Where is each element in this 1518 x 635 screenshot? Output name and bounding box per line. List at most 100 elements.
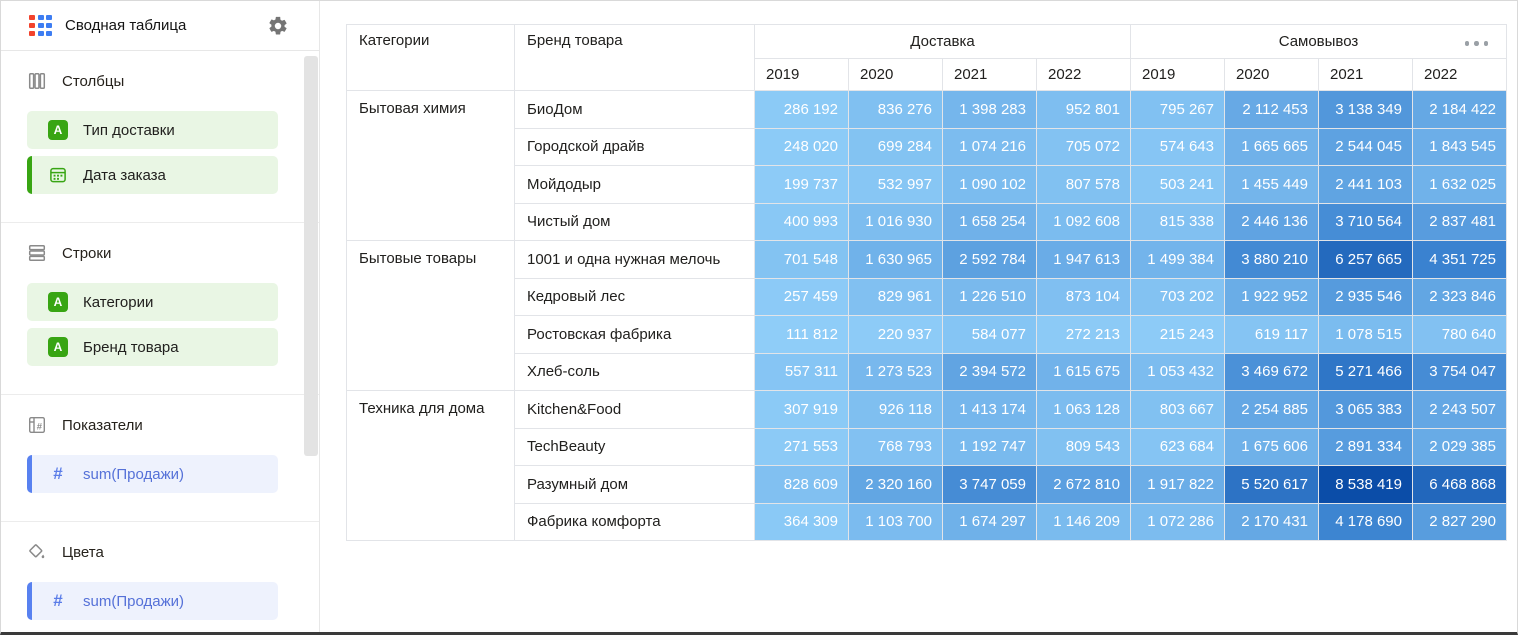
value-cell[interactable]: 1 632 025 <box>1412 165 1507 204</box>
value-cell[interactable]: 3 138 349 <box>1318 90 1413 129</box>
value-cell[interactable]: 2 446 136 <box>1224 202 1319 241</box>
value-cell[interactable]: 532 997 <box>848 165 943 204</box>
value-cell[interactable]: 2 170 431 <box>1224 502 1319 541</box>
value-cell[interactable]: 1 103 700 <box>848 502 943 541</box>
value-cell[interactable]: 272 213 <box>1036 315 1131 354</box>
more-menu-button[interactable] <box>1462 38 1492 49</box>
value-cell[interactable]: 768 793 <box>848 427 943 466</box>
brand-cell[interactable]: Фабрика комфорта <box>514 502 755 541</box>
value-cell[interactable]: 199 737 <box>754 165 849 204</box>
value-cell[interactable]: 4 178 690 <box>1318 502 1413 541</box>
value-cell[interactable]: 3 880 210 <box>1224 240 1319 279</box>
value-cell[interactable]: 1 016 930 <box>848 202 943 241</box>
value-cell[interactable]: 1 063 128 <box>1036 390 1131 429</box>
year-header[interactable]: 2021 <box>942 58 1037 91</box>
field-pill[interactable]: A Бренд товара <box>27 328 278 366</box>
value-cell[interactable]: 2 827 290 <box>1412 502 1507 541</box>
value-cell[interactable]: 2 441 103 <box>1318 165 1413 204</box>
sidebar-scrollbar[interactable] <box>304 56 318 456</box>
value-cell[interactable]: 619 117 <box>1224 315 1319 354</box>
value-cell[interactable]: 1 947 613 <box>1036 240 1131 279</box>
year-header[interactable]: 2021 <box>1318 58 1413 91</box>
value-cell[interactable]: 220 937 <box>848 315 943 354</box>
value-cell[interactable]: 3 754 047 <box>1412 352 1507 391</box>
value-cell[interactable]: 2 029 385 <box>1412 427 1507 466</box>
value-cell[interactable]: 3 469 672 <box>1224 352 1319 391</box>
value-cell[interactable]: 1 090 102 <box>942 165 1037 204</box>
value-cell[interactable]: 1 917 822 <box>1130 465 1225 504</box>
value-cell[interactable]: 5 520 617 <box>1224 465 1319 504</box>
value-cell[interactable]: 803 667 <box>1130 390 1225 429</box>
value-cell[interactable]: 1 398 283 <box>942 90 1037 129</box>
value-cell[interactable]: 1 675 606 <box>1224 427 1319 466</box>
value-cell[interactable]: 829 961 <box>848 277 943 316</box>
value-cell[interactable]: 701 548 <box>754 240 849 279</box>
brand-cell[interactable]: Ростовская фабрика <box>514 315 755 354</box>
value-cell[interactable]: 5 271 466 <box>1318 352 1413 391</box>
year-header[interactable]: 2019 <box>754 58 849 91</box>
value-cell[interactable]: 1 665 665 <box>1224 127 1319 166</box>
category-cell[interactable]: Бытовая химия <box>346 90 515 241</box>
value-cell[interactable]: 1 226 510 <box>942 277 1037 316</box>
value-cell[interactable]: 705 072 <box>1036 127 1131 166</box>
value-cell[interactable]: 3 710 564 <box>1318 202 1413 241</box>
value-cell[interactable]: 584 077 <box>942 315 1037 354</box>
value-cell[interactable]: 2 323 846 <box>1412 277 1507 316</box>
brand-cell[interactable]: Разумный дом <box>514 465 755 504</box>
value-cell[interactable]: 1 455 449 <box>1224 165 1319 204</box>
brand-cell[interactable]: Kitchen&Food <box>514 390 755 429</box>
column-header-category[interactable]: Категории <box>346 24 515 91</box>
value-cell[interactable]: 1 922 952 <box>1224 277 1319 316</box>
value-cell[interactable]: 257 459 <box>754 277 849 316</box>
brand-cell[interactable]: Кедровый лес <box>514 277 755 316</box>
value-cell[interactable]: 2 320 160 <box>848 465 943 504</box>
brand-cell[interactable]: Городской драйв <box>514 127 755 166</box>
brand-cell[interactable]: Хлеб-соль <box>514 352 755 391</box>
value-cell[interactable]: 828 609 <box>754 465 849 504</box>
value-cell[interactable]: 699 284 <box>848 127 943 166</box>
value-cell[interactable]: 2 592 784 <box>942 240 1037 279</box>
value-cell[interactable]: 557 311 <box>754 352 849 391</box>
field-pill[interactable]: A Категории <box>27 283 278 321</box>
value-cell[interactable]: 1 273 523 <box>848 352 943 391</box>
value-cell[interactable]: 271 553 <box>754 427 849 466</box>
value-cell[interactable]: 2 394 572 <box>942 352 1037 391</box>
year-header[interactable]: 2022 <box>1412 58 1507 91</box>
brand-cell[interactable]: БиоДом <box>514 90 755 129</box>
brand-cell[interactable]: TechBeauty <box>514 427 755 466</box>
year-header[interactable]: 2020 <box>848 58 943 91</box>
value-cell[interactable]: 2 544 045 <box>1318 127 1413 166</box>
value-cell[interactable]: 6 257 665 <box>1318 240 1413 279</box>
value-cell[interactable]: 926 118 <box>848 390 943 429</box>
value-cell[interactable]: 2 837 481 <box>1412 202 1507 241</box>
value-cell[interactable]: 1 615 675 <box>1036 352 1131 391</box>
brand-cell[interactable]: Мойдодыр <box>514 165 755 204</box>
value-cell[interactable]: 873 104 <box>1036 277 1131 316</box>
value-cell[interactable]: 1 072 286 <box>1130 502 1225 541</box>
value-cell[interactable]: 1 499 384 <box>1130 240 1225 279</box>
category-cell[interactable]: Бытовые товары <box>346 240 515 391</box>
value-cell[interactable]: 809 543 <box>1036 427 1131 466</box>
value-cell[interactable]: 795 267 <box>1130 90 1225 129</box>
value-cell[interactable]: 1 658 254 <box>942 202 1037 241</box>
value-cell[interactable]: 3 747 059 <box>942 465 1037 504</box>
value-cell[interactable]: 8 538 419 <box>1318 465 1413 504</box>
brand-cell[interactable]: 1001 и одна нужная мелочь <box>514 240 755 279</box>
value-cell[interactable]: 503 241 <box>1130 165 1225 204</box>
value-cell[interactable]: 400 993 <box>754 202 849 241</box>
value-cell[interactable]: 307 919 <box>754 390 849 429</box>
value-cell[interactable]: 3 065 383 <box>1318 390 1413 429</box>
value-cell[interactable]: 364 309 <box>754 502 849 541</box>
value-cell[interactable]: 1 146 209 <box>1036 502 1131 541</box>
year-header[interactable]: 2019 <box>1130 58 1225 91</box>
value-cell[interactable]: 703 202 <box>1130 277 1225 316</box>
field-pill[interactable]: A Тип доставки <box>27 111 278 149</box>
value-cell[interactable]: 2 254 885 <box>1224 390 1319 429</box>
value-cell[interactable]: 111 812 <box>754 315 849 354</box>
value-cell[interactable]: 1 053 432 <box>1130 352 1225 391</box>
value-cell[interactable]: 286 192 <box>754 90 849 129</box>
field-pill[interactable]: # sum(Продажи) <box>27 582 278 620</box>
value-cell[interactable]: 6 468 868 <box>1412 465 1507 504</box>
year-header[interactable]: 2022 <box>1036 58 1131 91</box>
value-cell[interactable]: 2 184 422 <box>1412 90 1507 129</box>
